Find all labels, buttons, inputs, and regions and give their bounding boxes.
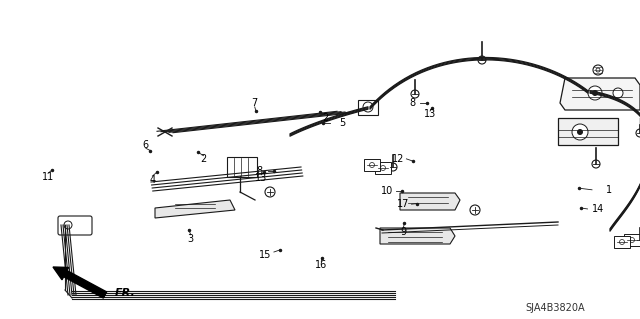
Circle shape [593, 65, 603, 75]
Text: 2: 2 [200, 154, 207, 164]
Text: 8: 8 [410, 98, 416, 108]
Circle shape [588, 86, 602, 100]
Polygon shape [400, 193, 460, 210]
Text: 13: 13 [255, 173, 268, 183]
Circle shape [470, 205, 480, 215]
Text: 4: 4 [149, 175, 156, 185]
FancyBboxPatch shape [58, 216, 92, 235]
FancyBboxPatch shape [375, 162, 391, 174]
FancyBboxPatch shape [614, 236, 630, 248]
FancyBboxPatch shape [624, 234, 640, 246]
Text: 13: 13 [424, 109, 436, 119]
Text: 8: 8 [257, 166, 263, 176]
Text: 6: 6 [143, 140, 149, 150]
Circle shape [572, 124, 588, 140]
FancyBboxPatch shape [364, 159, 380, 171]
Text: 2: 2 [322, 113, 328, 123]
Circle shape [478, 56, 486, 64]
Text: 16: 16 [315, 260, 328, 271]
Text: 11: 11 [42, 172, 54, 182]
Polygon shape [155, 200, 235, 218]
Text: 15: 15 [259, 249, 272, 260]
Circle shape [596, 68, 600, 72]
Text: 14: 14 [592, 204, 605, 214]
Text: 12: 12 [392, 154, 404, 164]
Circle shape [636, 236, 640, 244]
Circle shape [613, 88, 623, 98]
Text: 1: 1 [606, 185, 612, 195]
Circle shape [265, 187, 275, 197]
FancyBboxPatch shape [227, 157, 257, 177]
Polygon shape [560, 78, 640, 110]
Text: FR.: FR. [115, 288, 136, 298]
Text: 17: 17 [397, 199, 410, 209]
Circle shape [411, 90, 419, 98]
Circle shape [592, 160, 600, 168]
Polygon shape [380, 228, 455, 244]
Text: 7: 7 [252, 98, 258, 108]
Circle shape [389, 163, 397, 171]
FancyArrow shape [53, 267, 107, 298]
Circle shape [636, 129, 640, 137]
Text: 5: 5 [339, 118, 346, 128]
Text: 9: 9 [400, 227, 406, 237]
Polygon shape [558, 118, 618, 145]
Text: 10: 10 [381, 186, 394, 196]
Text: SJA4B3820A: SJA4B3820A [525, 303, 585, 313]
Circle shape [592, 90, 598, 96]
Text: 3: 3 [188, 234, 194, 244]
Circle shape [577, 129, 583, 135]
